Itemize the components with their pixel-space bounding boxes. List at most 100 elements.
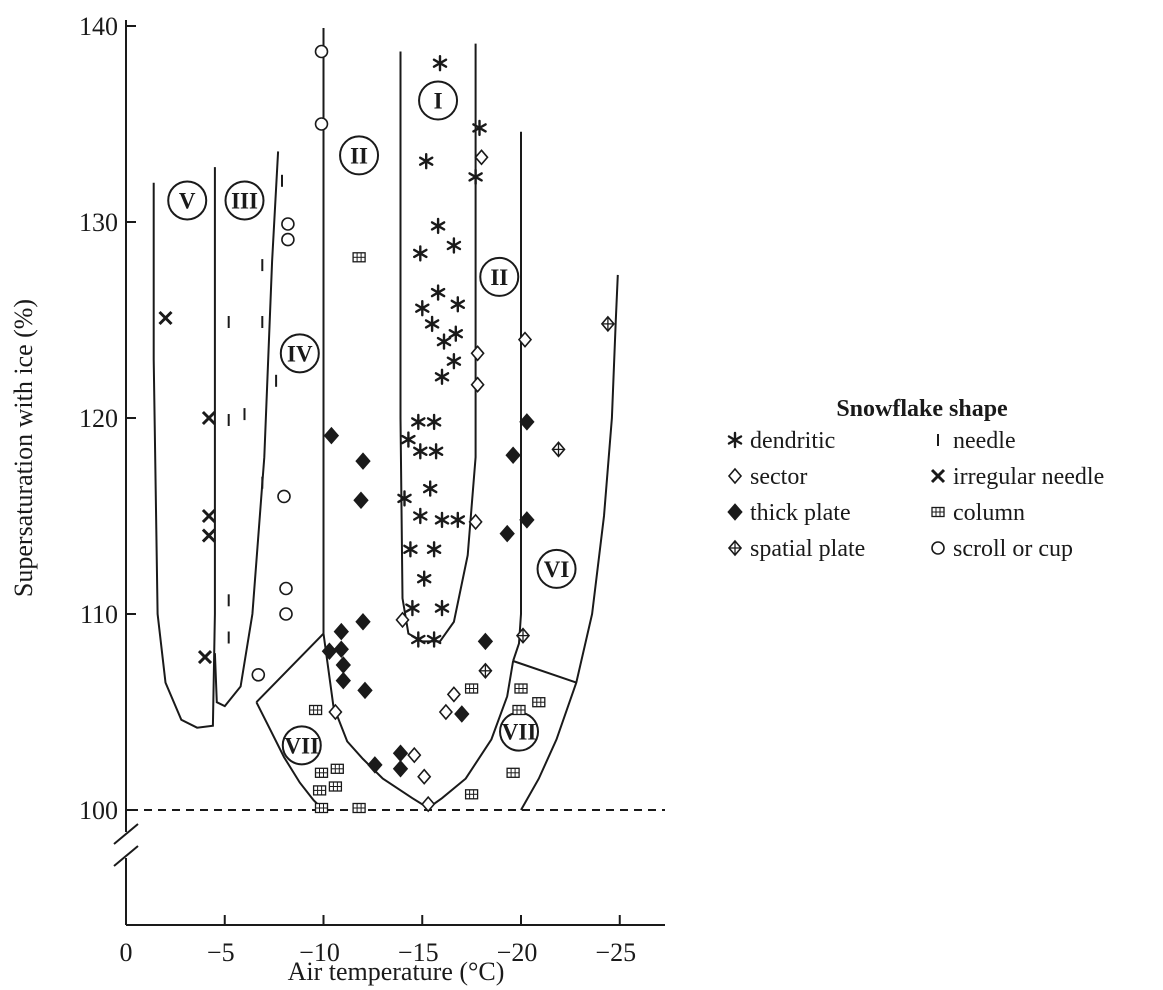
point-dendritic [415,300,430,317]
x-tick-label: −25 [595,938,636,967]
y-axis-break-mark-1 [113,823,139,845]
region-boundary-1 [152,167,216,729]
point-scroll-cup [251,667,266,682]
point-scroll-cup [279,607,293,621]
legend-label-thick-plate: thick plate [750,500,851,526]
point-scroll-cup [279,581,293,596]
point-sector [395,611,410,629]
region-label-text: II [350,143,368,168]
x-axis-title: Air temperature (°C) [288,957,505,986]
legend-label-dendritic: dendritic [750,428,835,454]
region-boundary-11 [520,274,619,811]
point-dendritic [434,599,450,617]
point-dendritic [468,168,483,186]
region-label-circle [279,333,320,374]
legend-entry-scroll-cup: scroll or cup [931,536,1073,562]
point-thick-plate [355,613,371,631]
point-sector [438,703,453,721]
point-column [464,789,479,800]
legend-marker-thick-plate [727,503,743,521]
y-tick-label: 130 [79,208,118,237]
point-column [512,704,526,716]
point-dendritic [450,296,466,313]
legend-entry-needle: needle [937,428,1016,454]
legend-label-needle: needle [953,428,1016,454]
point-column [314,802,329,814]
region-label-text: VII [502,720,537,745]
region-boundary-9 [512,131,522,662]
point-dendritic [413,443,428,460]
legend-title: Snowflake shape [836,396,1008,422]
point-dendritic [397,490,412,507]
point-spatial-plate [551,441,566,458]
point-sector [421,795,436,813]
series-dendritic [397,55,487,648]
point-scroll-cup [314,44,329,59]
region-label-circle [281,725,322,766]
point-sector [328,703,343,721]
point-dendritic [434,511,450,529]
series-needle [227,174,283,644]
region-boundaries [152,28,619,811]
region-label-circle [479,256,520,297]
legend-marker-sector [727,467,743,485]
region-label-vii: VII [281,725,322,766]
point-dendritic [413,245,428,262]
point-dendritic [426,413,442,431]
region-label-vi: VI [536,548,577,589]
legend-entry-thick-plate: thick plate [727,500,851,526]
x-tick-label: 0 [120,938,133,967]
legend-marker-dendritic [727,431,743,449]
point-thick-plate [357,681,373,700]
region-label-text: VII [285,733,320,758]
series-irregular-needle [158,310,216,665]
point-dendritic [426,631,442,648]
region-label-circle [224,180,265,221]
point-irregular-needle [158,310,173,326]
legend-entry-irregular-needle: irregular needle [930,464,1104,490]
x-tick-label: −10 [299,938,340,967]
legend-entry-sector: sector [727,464,807,490]
point-dendritic [411,413,426,431]
legend-marker-irregular-needle [930,468,946,484]
region-label-text: V [179,188,196,213]
point-thick-plate [333,640,349,659]
legend-label-irregular-needle: irregular needle [953,464,1104,490]
point-irregular-needle [201,508,216,524]
point-irregular-needle [201,410,216,426]
point-irregular-needle [201,528,216,543]
y-axis-break-mark-2 [113,845,139,867]
region-boundary-10 [512,660,577,684]
point-scroll-cup [314,117,329,131]
point-dendritic [413,507,428,525]
legend-label-scroll-cup: scroll or cup [953,536,1073,562]
region-label-text: VI [544,557,570,582]
point-dendritic [411,631,426,648]
series-thick-plate [321,413,535,778]
point-thick-plate [335,671,351,690]
region-label-iv: IV [279,333,320,374]
point-sector [517,331,533,348]
legend-entry-dendritic: dendritic [727,428,835,454]
point-column [314,767,329,778]
point-dendritic [422,480,438,497]
point-column [328,781,343,792]
point-dendritic [432,55,448,72]
point-thick-plate [353,491,369,510]
point-spatial-plate [515,627,531,644]
point-thick-plate [505,446,521,464]
legend-entry-column: column [931,500,1025,526]
point-scroll-cup [277,489,291,504]
region-boundary-6 [322,633,429,809]
point-dendritic [450,511,466,529]
point-column [330,763,344,774]
y-tick-label: 110 [80,600,118,629]
point-dendritic [430,284,446,301]
point-thick-plate [477,632,494,651]
point-thick-plate [519,511,535,529]
point-sector [474,149,489,166]
region-label-circle [339,135,380,176]
point-sector [407,746,422,764]
point-column [464,683,479,694]
